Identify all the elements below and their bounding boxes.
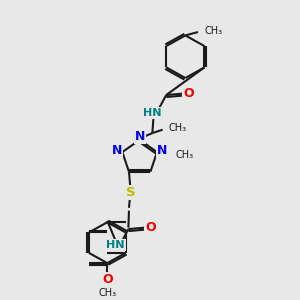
Text: HN: HN <box>143 108 162 118</box>
Text: N: N <box>134 130 145 143</box>
Text: N: N <box>157 144 167 157</box>
Text: S: S <box>126 186 135 199</box>
Text: HN: HN <box>106 240 125 250</box>
Text: O: O <box>102 273 112 286</box>
Text: CH₃: CH₃ <box>175 150 194 160</box>
Text: N: N <box>112 144 122 157</box>
Text: CH₃: CH₃ <box>169 123 187 133</box>
Text: O: O <box>145 221 156 234</box>
Text: CH₃: CH₃ <box>205 26 223 36</box>
Text: CH₃: CH₃ <box>98 289 116 298</box>
Text: O: O <box>183 87 194 100</box>
